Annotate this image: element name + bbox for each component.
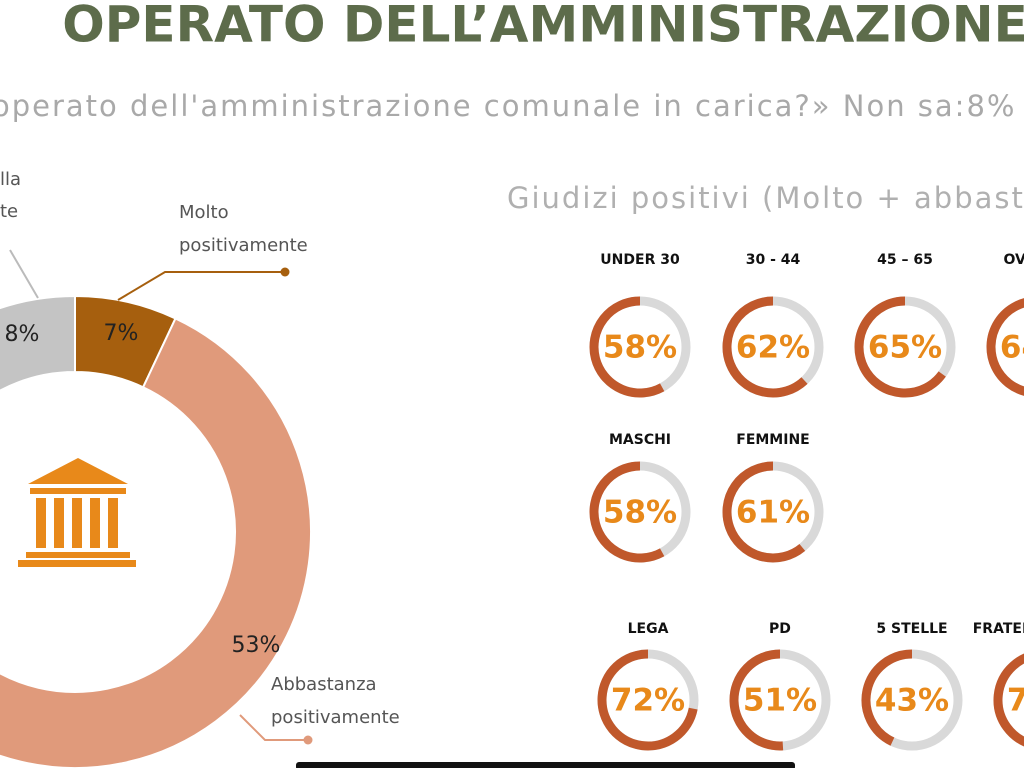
gauge-value: 58%	[603, 495, 677, 531]
leader-line	[117, 271, 285, 301]
bottom-bar	[296, 762, 795, 768]
title: OPERATO DELL’AMMINISTRAZIONE	[62, 0, 1024, 54]
category-label: Abbastanza	[271, 674, 377, 695]
segment-label: 8%	[5, 322, 40, 347]
gauge-value: 61%	[736, 495, 810, 531]
gauge-arc	[722, 461, 806, 563]
gauge-value: 70%	[1007, 683, 1024, 719]
segment-label: 53%	[232, 633, 281, 658]
subtitle: operato dell'amministrazione comunale in…	[0, 89, 1016, 123]
leader-line	[9, 249, 39, 299]
gauge-label: FEMMINE	[736, 432, 809, 448]
gauge-arc	[854, 296, 946, 398]
gauge-value: 58%	[603, 330, 677, 366]
gauge-arc	[589, 461, 665, 563]
gauge-label: OVER 65	[1003, 252, 1024, 268]
gauge-label: 5 STELLE	[876, 621, 947, 637]
segment-label: 7%	[104, 321, 139, 346]
leader-line	[239, 714, 308, 741]
gauge-title: Giudizi positivi (Molto + abbast	[507, 181, 1024, 215]
gauge-arc	[729, 649, 784, 751]
gauge-label: PD	[769, 621, 791, 637]
annotation: te	[0, 201, 18, 222]
category-label: positivamente	[179, 235, 308, 256]
gauge-label: 45 – 65	[877, 252, 933, 268]
gauge-value: 62%	[736, 330, 810, 366]
category-label: Molto	[179, 202, 229, 223]
gauge-label: 30 - 44	[746, 252, 801, 268]
gauge-arc	[722, 296, 808, 398]
annotation: lla	[0, 169, 21, 190]
gauge-value: 51%	[743, 683, 817, 719]
gauge-arc	[993, 653, 1024, 747]
gauge-value: 72%	[611, 683, 685, 719]
category-label: positivamente	[271, 707, 400, 728]
gauge-arc	[986, 298, 1024, 396]
gauges: UNDER 30 58% 30 - 44 62% 45 – 65 65% OVER 65 64…	[589, 252, 1024, 751]
leader-dot	[303, 735, 313, 745]
gauge-value: 64%	[1000, 330, 1024, 366]
gauge-label: UNDER 30	[600, 252, 680, 268]
gauge-arc	[597, 649, 698, 751]
gauge-label: LEGA	[628, 621, 669, 637]
gauge-arc	[861, 649, 913, 746]
gauge-label: MASCHI	[609, 432, 671, 448]
donut: 8% 7% 53% Molto positivamente Abbastanza posit…	[0, 169, 400, 768]
gauge-value: 43%	[875, 683, 949, 719]
building-icon	[18, 458, 136, 567]
leader-dot	[280, 267, 290, 277]
donut-segment	[0, 317, 312, 768]
gauge-value: 65%	[868, 330, 942, 366]
gauge-label: FRATELLI D'ITALIA	[973, 621, 1024, 637]
gauge-arc	[589, 296, 665, 398]
